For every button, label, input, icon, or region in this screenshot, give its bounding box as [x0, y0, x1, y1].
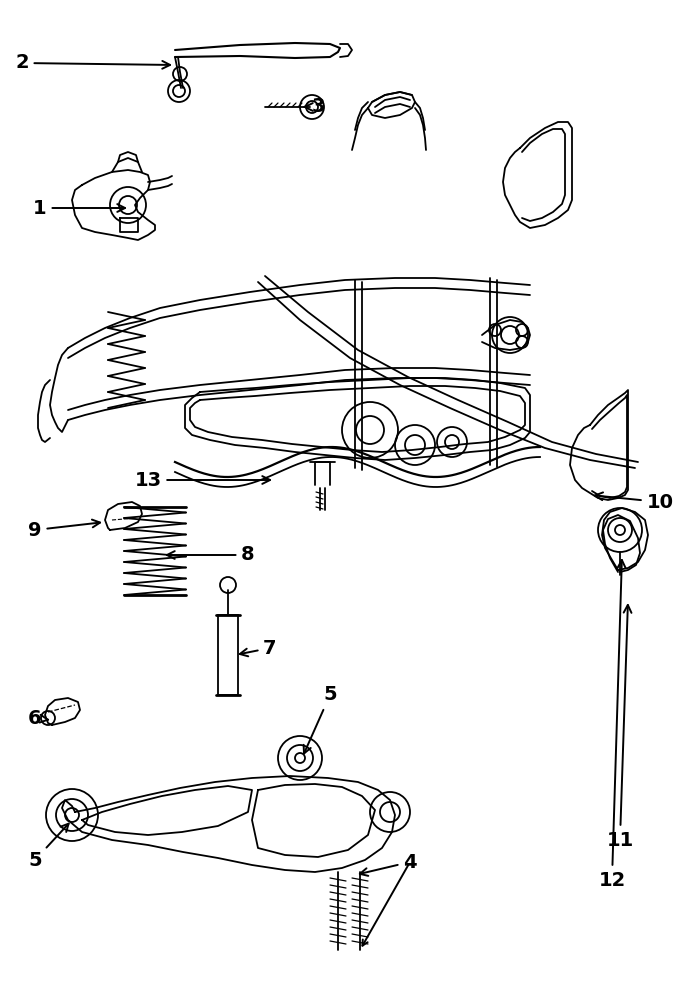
Text: 4: 4 — [359, 852, 417, 876]
Text: 11: 11 — [607, 605, 634, 849]
Text: 2: 2 — [15, 54, 170, 72]
Text: 1: 1 — [34, 198, 125, 217]
Text: 8: 8 — [167, 545, 255, 565]
Text: 7: 7 — [240, 638, 276, 657]
Text: 9: 9 — [28, 519, 100, 539]
Bar — [218, 615, 238, 695]
Text: 5: 5 — [304, 686, 337, 753]
Text: 6: 6 — [28, 709, 48, 727]
Text: 5: 5 — [28, 824, 68, 869]
Text: 10: 10 — [595, 493, 674, 511]
Text: 13: 13 — [135, 471, 270, 490]
Text: 12: 12 — [598, 560, 625, 890]
Text: 3: 3 — [305, 97, 325, 117]
